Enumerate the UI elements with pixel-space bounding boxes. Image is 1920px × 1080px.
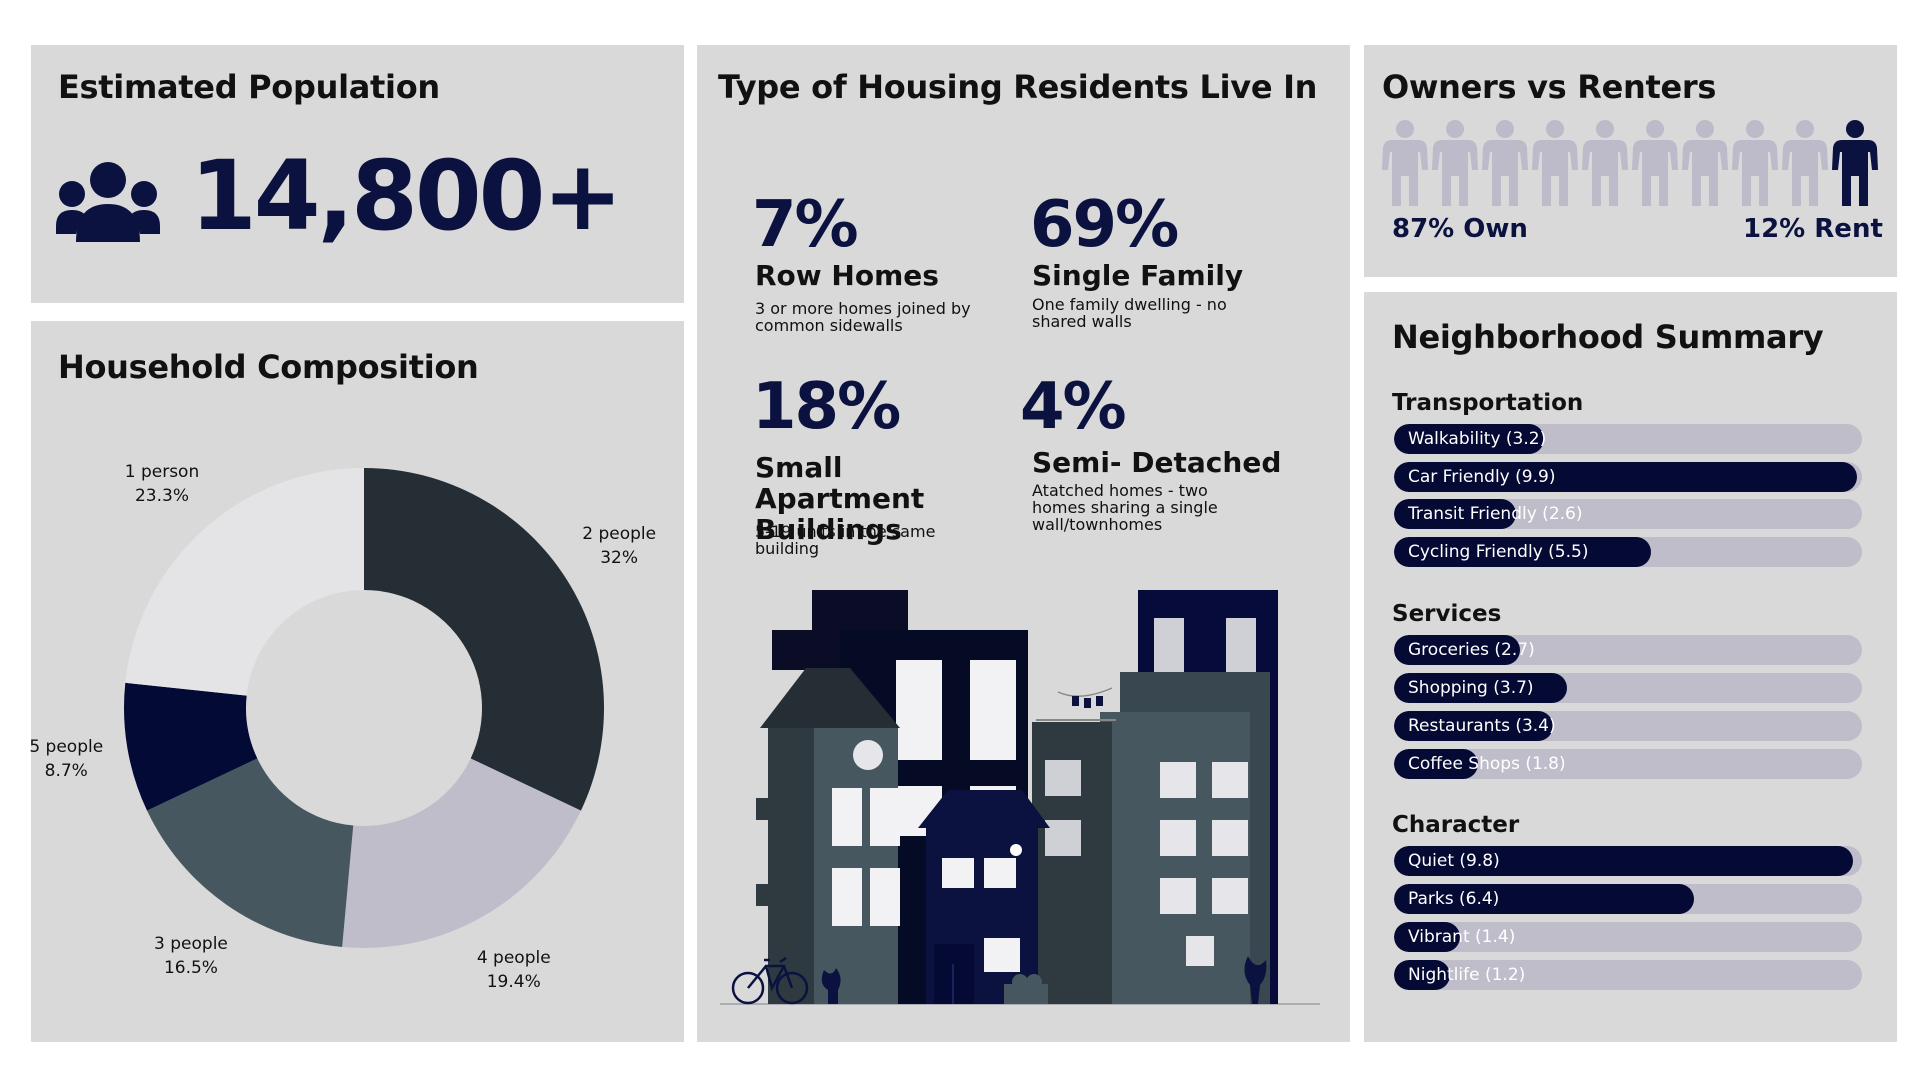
owners-title: Owners vs Renters bbox=[1382, 68, 1717, 106]
housing-semidetached-pct: 4% bbox=[1020, 370, 1127, 444]
summary-bar-fill bbox=[1394, 537, 1652, 567]
donut-slice-label: 5 people 8.7% bbox=[29, 736, 104, 781]
summary-bar-label: Car Friendly (9.9) bbox=[1408, 467, 1556, 487]
person-own-icon bbox=[1782, 120, 1828, 206]
housing-apartments-desc: 5-19 units in the same building bbox=[755, 522, 936, 558]
summary-bar-label: Nightlife (1.2) bbox=[1408, 965, 1526, 985]
person-own-icon bbox=[1382, 120, 1428, 206]
summary-bar: Vibrant (1.4) bbox=[1394, 922, 1862, 952]
summary-bar: Quiet (9.8) bbox=[1394, 846, 1862, 876]
population-panel bbox=[31, 45, 684, 303]
summary-bar-fill bbox=[1394, 424, 1544, 454]
donut-slice bbox=[125, 468, 365, 696]
summary-bar-label: Walkability (3.2) bbox=[1408, 429, 1547, 449]
summary-bar-fill bbox=[1394, 462, 1858, 492]
summary-bar: Groceries (2.7) bbox=[1394, 635, 1862, 665]
person-own-icon bbox=[1532, 120, 1578, 206]
summary-bar: Car Friendly (9.9) bbox=[1394, 462, 1862, 492]
housing-apartments-pct: 18% bbox=[752, 370, 901, 444]
summary-bar-fill bbox=[1394, 711, 1554, 741]
housing-singlefamily-desc: One family dwelling - no shared walls bbox=[1032, 295, 1227, 331]
summary-bar-fill bbox=[1394, 846, 1853, 876]
summary-bar-label: Restaurants (3.4) bbox=[1408, 716, 1556, 736]
summary-bar-label: Parks (6.4) bbox=[1408, 889, 1500, 909]
housing-semidetached-name: Semi- Detached bbox=[1032, 446, 1282, 479]
person-own-icon bbox=[1482, 120, 1528, 206]
summary-section-title: Character bbox=[1392, 812, 1520, 838]
person-own-icon bbox=[1682, 120, 1728, 206]
summary-bar-fill bbox=[1394, 749, 1479, 779]
housing-singlefamily-pct: 69% bbox=[1030, 188, 1179, 262]
summary-bar-fill bbox=[1394, 884, 1694, 914]
housing-rowhomes-desc: 3 or more homes joined by common sidewal… bbox=[755, 299, 971, 335]
summary-bar-label: Transit Friendly (2.6) bbox=[1408, 504, 1583, 524]
household-donut-chart bbox=[123, 468, 604, 949]
summary-bar: Walkability (3.2) bbox=[1394, 424, 1862, 454]
summary-bar: Shopping (3.7) bbox=[1394, 673, 1862, 703]
summary-bar: Nightlife (1.2) bbox=[1394, 960, 1862, 990]
own-label: 87% Own bbox=[1392, 214, 1528, 244]
summary-bar-label: Coffee Shops (1.8) bbox=[1408, 754, 1566, 774]
donut-slice bbox=[123, 682, 258, 811]
housing-rowhomes-pct: 7% bbox=[752, 188, 859, 262]
summary-bar: Restaurants (3.4) bbox=[1394, 711, 1862, 741]
housing-singlefamily-name: Single Family bbox=[1032, 259, 1244, 292]
donut-slice-label: 2 people 32% bbox=[582, 524, 657, 569]
summary-bar-label: Quiet (9.8) bbox=[1408, 851, 1500, 871]
city-buildings-illustration bbox=[720, 590, 1320, 1005]
household-title: Household Composition bbox=[58, 348, 479, 386]
person-own-icon bbox=[1632, 120, 1678, 206]
summary-bar-label: Shopping (3.7) bbox=[1408, 678, 1534, 698]
summary-panel bbox=[1364, 292, 1897, 1042]
donut-slice bbox=[342, 758, 581, 949]
population-title: Estimated Population bbox=[58, 68, 440, 106]
rent-label: 12% Rent bbox=[1743, 214, 1883, 244]
summary-bar: Parks (6.4) bbox=[1394, 884, 1862, 914]
summary-bar-fill bbox=[1394, 673, 1568, 703]
donut-slice-label: 1 person 23.3% bbox=[124, 461, 200, 506]
summary-bar-fill bbox=[1394, 922, 1460, 952]
housing-title: Type of Housing Residents Live In bbox=[718, 68, 1318, 106]
donut-slice bbox=[147, 758, 354, 948]
summary-bar: Coffee Shops (1.8) bbox=[1394, 749, 1862, 779]
owners-icon-row bbox=[1382, 120, 1882, 206]
housing-apartments-name: Small Apartment Buildings bbox=[755, 451, 925, 546]
housing-semidetached-desc: Atatched homes - two homes sharing a sin… bbox=[1032, 481, 1218, 534]
summary-title: Neighborhood Summary bbox=[1392, 318, 1824, 356]
summary-bar-label: Groceries (2.7) bbox=[1408, 640, 1535, 660]
summary-bar-label: Vibrant (1.4) bbox=[1408, 927, 1516, 947]
person-own-icon bbox=[1582, 120, 1628, 206]
summary-section-title: Transportation bbox=[1392, 390, 1584, 416]
housing-rowhomes-name: Row Homes bbox=[755, 259, 939, 292]
users-icon bbox=[56, 162, 160, 242]
summary-bar-fill bbox=[1394, 635, 1521, 665]
summary-bar-fill bbox=[1394, 960, 1451, 990]
person-rent-icon bbox=[1832, 120, 1878, 206]
summary-bar-fill bbox=[1394, 499, 1516, 529]
summary-bar: Transit Friendly (2.6) bbox=[1394, 499, 1862, 529]
donut-slice-label: 3 people 16.5% bbox=[154, 933, 228, 978]
summary-section-title: Services bbox=[1392, 601, 1502, 627]
summary-bar-label: Cycling Friendly (5.5) bbox=[1408, 542, 1589, 562]
donut-slice-label: 4 people 19.4% bbox=[476, 948, 551, 993]
person-own-icon bbox=[1732, 120, 1778, 206]
person-own-icon bbox=[1432, 120, 1478, 206]
summary-bar: Cycling Friendly (5.5) bbox=[1394, 537, 1862, 567]
donut-slice bbox=[364, 468, 604, 811]
population-value: 14,800+ bbox=[190, 140, 623, 252]
